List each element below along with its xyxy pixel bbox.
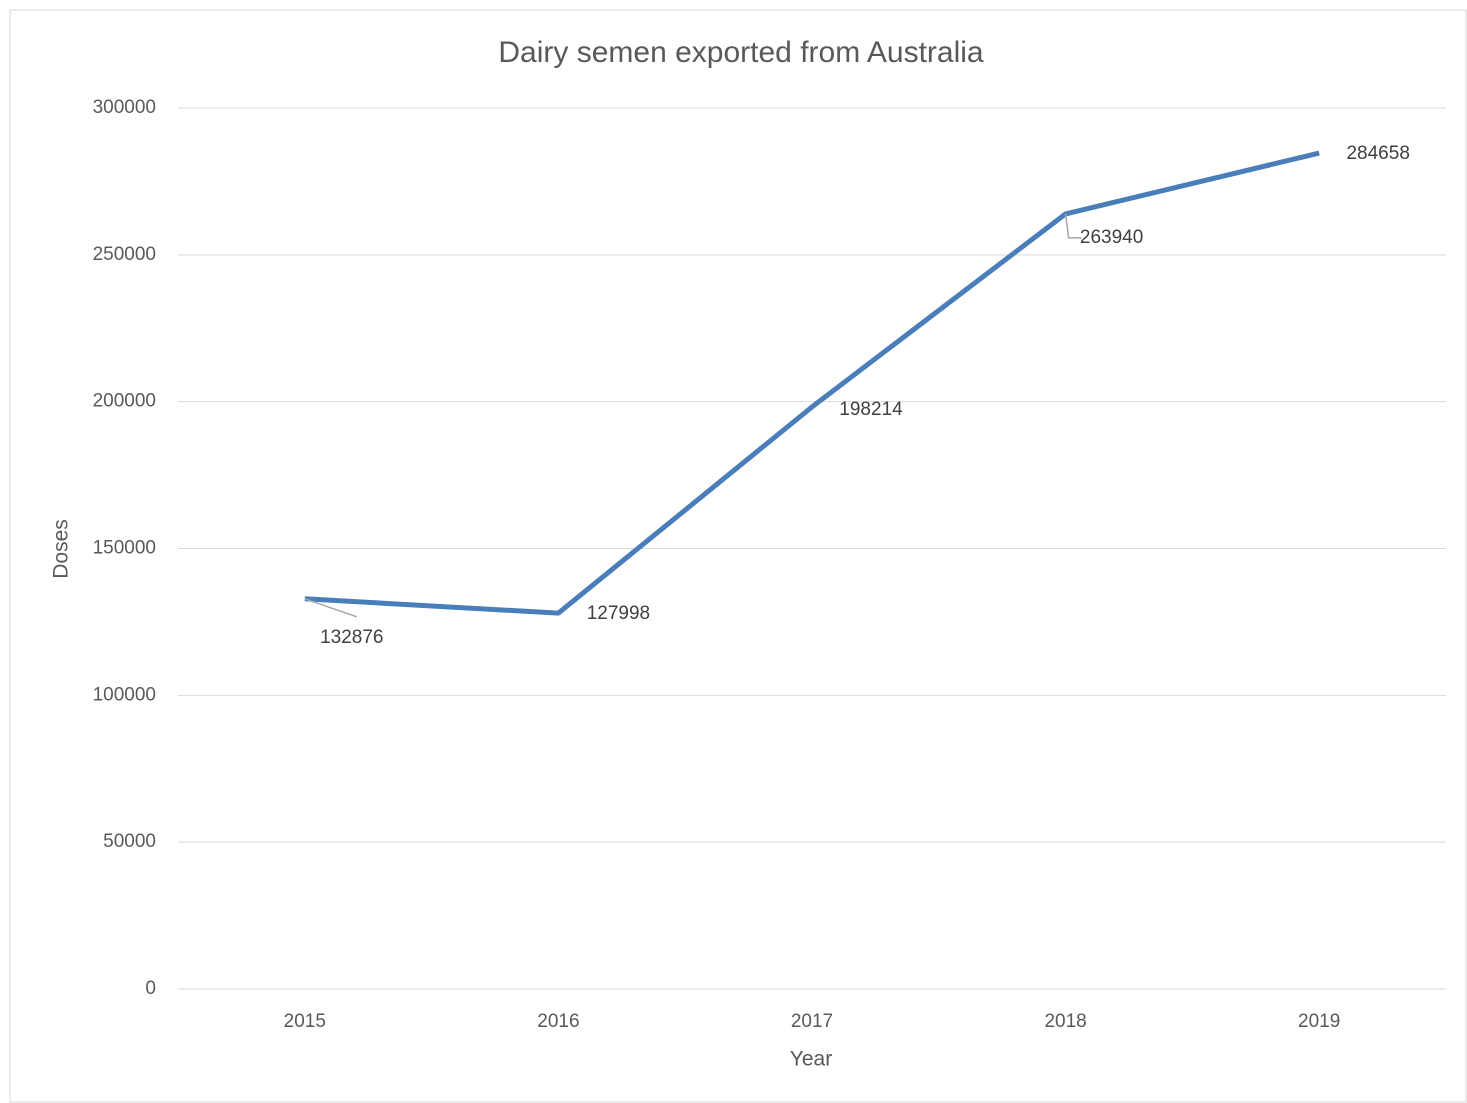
data-label: 284658 [1346,143,1409,164]
data-label: 198214 [839,399,903,420]
data-label: 132876 [320,627,383,648]
x-tick-label: 2017 [791,1011,833,1032]
y-tick-label: 0 [145,978,156,999]
series-line [304,150,1320,616]
chart-title: Dairy semen exported from Australia [498,36,984,69]
chart-frame [9,9,1467,1103]
y-tick-label: 100000 [93,684,156,705]
y-tick-label: 250000 [93,244,156,265]
leader-line [304,598,358,618]
y-tick-label: 200000 [93,391,156,412]
x-tick-label: 2015 [284,1011,326,1032]
leader-line [1064,213,1082,239]
y-tick-label: 300000 [93,97,156,118]
x-tick-label: 2019 [1298,1011,1340,1032]
x-axis-title: Year [790,1048,832,1071]
data-label: 263940 [1080,227,1143,248]
y-axis-title: Doses [50,519,73,579]
x-tick-label: 2018 [1044,1011,1086,1032]
x-tick-label: 2016 [537,1011,579,1032]
y-tick-label: 50000 [103,831,156,852]
y-tick-label: 150000 [93,538,156,559]
data-label: 127998 [587,603,650,624]
